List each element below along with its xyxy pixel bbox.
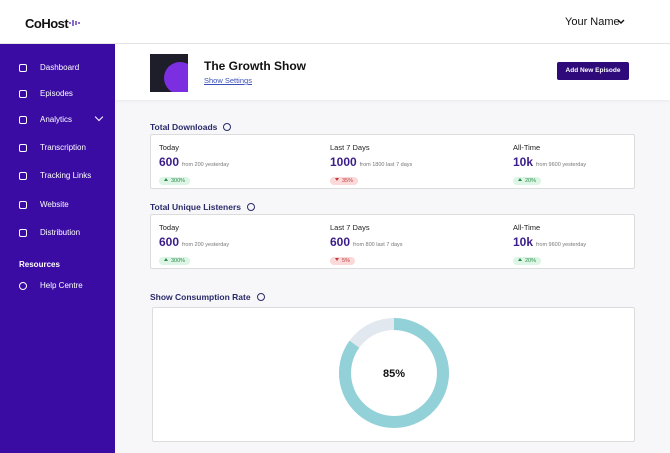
stat-comparison: from 9600 yesterday	[536, 242, 587, 248]
logo[interactable]: CoHost	[25, 16, 69, 31]
badge-row: 300%	[159, 249, 229, 267]
stat-number: 10k	[513, 235, 534, 249]
stat-label: All-Time	[513, 223, 541, 232]
nav-icon[interactable]	[19, 201, 27, 209]
change-badge: 5%	[330, 257, 355, 265]
show-title: The Growth Show	[204, 59, 306, 73]
section-title: Show Consumption Rate	[150, 292, 265, 302]
stat: All-Time 10k from 9600 yesterday 20%	[513, 143, 586, 187]
nav-item[interactable]: Episodes	[40, 89, 73, 98]
nav-item[interactable]: Analytics	[40, 115, 73, 124]
nav-item[interactable]: Distribution	[40, 228, 81, 237]
section-title-text: Total Unique Listeners	[150, 202, 241, 212]
stat: Last 7 Days 600 from 800 last 7 days 5%	[330, 223, 403, 267]
badge-row: 20%	[513, 169, 586, 187]
change-text: 20%	[525, 178, 537, 184]
change-text: 5%	[342, 258, 350, 264]
top-bar	[0, 0, 670, 44]
stat: Last 7 Days 1000 from 1800 last 7 days 35%	[330, 143, 412, 187]
nav-item[interactable]: Help Centre	[40, 281, 83, 290]
trend-arrow	[335, 178, 339, 181]
change-badge: 300%	[159, 257, 191, 265]
nav-icon[interactable]	[19, 116, 27, 124]
trend-arrow	[164, 258, 168, 261]
trend-arrow	[164, 178, 168, 181]
change-badge: 20%	[513, 257, 542, 265]
add-episode-button[interactable]: Add New Episode	[557, 62, 629, 80]
stat: Today 600 from 200 yesterday 300%	[159, 223, 229, 267]
stat: Today 600 from 200 yesterday 300%	[159, 143, 229, 187]
resources-heading: Resources	[19, 260, 60, 269]
nav-icon[interactable]	[19, 144, 27, 152]
badge-row: 300%	[159, 169, 229, 187]
stat-number: 600	[330, 235, 351, 249]
trend-arrow	[518, 178, 522, 181]
change-badge: 20%	[513, 177, 542, 185]
section-title-text: Show Consumption Rate	[150, 292, 251, 302]
stat-value: 600 from 800 last 7 days	[330, 235, 403, 249]
show-thumbnail	[150, 54, 188, 92]
nav-item[interactable]: Transcription	[40, 143, 86, 152]
stat-value: 600 from 200 yesterday	[159, 155, 229, 169]
stat-label: Last 7 Days	[330, 223, 370, 232]
sidebar	[0, 44, 115, 453]
section-title-text: Total Downloads	[150, 122, 218, 132]
nav-icon[interactable]	[19, 172, 27, 180]
change-text: 35%	[342, 178, 354, 184]
change-text: 300%	[171, 258, 186, 264]
trend-arrow	[335, 258, 339, 261]
badge-row: 5%	[330, 249, 403, 267]
change-badge: 35%	[330, 177, 359, 185]
stat-value: 600 from 200 yesterday	[159, 235, 229, 249]
trend-arrow	[518, 258, 522, 261]
info-icon[interactable]	[247, 203, 255, 211]
stat-label: All-Time	[513, 143, 541, 152]
stat-number: 10k	[513, 155, 534, 169]
stat-comparison: from 200 yesterday	[182, 162, 230, 168]
change-text: 300%	[171, 178, 186, 184]
stat-comparison: from 200 yesterday	[182, 242, 230, 248]
stat-number: 600	[159, 235, 180, 249]
show-settings-link[interactable]: Show Settings	[204, 76, 252, 85]
change-badge: 300%	[159, 177, 191, 185]
stat-value: 10k from 9600 yesterday	[513, 155, 586, 169]
info-icon[interactable]	[223, 123, 232, 131]
nav-item[interactable]: Website	[40, 200, 69, 209]
nav-icon[interactable]	[19, 64, 27, 72]
stat-number: 600	[159, 155, 180, 169]
stat-comparison: from 800 last 7 days	[353, 242, 403, 248]
stats-card: Today 600 from 200 yesterday 300% Last 7 Day…	[150, 134, 635, 189]
nav-icon[interactable]	[19, 90, 27, 98]
badge-row: 20%	[513, 249, 586, 267]
stat-number: 1000	[330, 155, 357, 169]
section-title: Total Downloads	[150, 122, 232, 132]
stat: All-Time 10k from 9600 yesterday 20%	[513, 223, 586, 267]
stat-comparison: from 9600 yesterday	[536, 162, 587, 168]
consumption-card	[152, 307, 635, 442]
nav-icon[interactable]	[19, 229, 27, 237]
badge-row: 35%	[330, 169, 412, 187]
logo-wave	[69, 20, 80, 26]
stat-label: Last 7 Days	[330, 143, 370, 152]
info-icon[interactable]	[256, 293, 265, 301]
stat-value: 10k from 9600 yesterday	[513, 235, 586, 249]
stats-card: Today 600 from 200 yesterday 300% Last 7 Day…	[150, 214, 635, 269]
stat-label: Today	[159, 223, 180, 232]
nav-icon[interactable]	[19, 282, 27, 290]
stat-value: 1000 from 1800 last 7 days	[330, 155, 412, 169]
stat-label: Today	[159, 143, 180, 152]
change-text: 20%	[525, 258, 537, 264]
user-chevron[interactable]	[617, 19, 625, 25]
section-title: Total Unique Listeners	[150, 202, 255, 212]
stat-comparison: from 1800 last 7 days	[359, 162, 413, 168]
nav-item[interactable]: Tracking Links	[40, 171, 92, 180]
user-menu[interactable]: Your Name	[565, 16, 620, 28]
nav-item[interactable]: Dashboard	[40, 63, 80, 72]
